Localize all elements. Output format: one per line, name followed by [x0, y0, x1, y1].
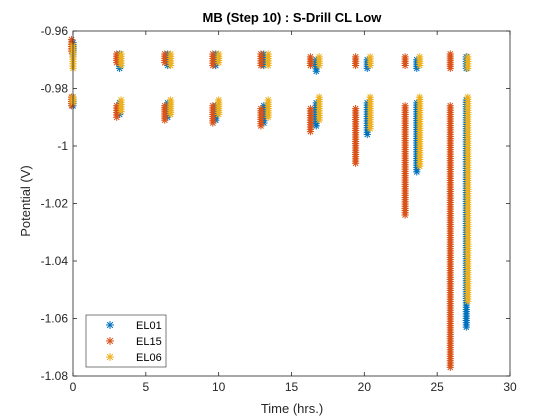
y-tick-label: -1.06	[41, 312, 69, 326]
y-tick-label: -1	[57, 139, 68, 153]
data-point	[306, 128, 315, 136]
legend-marker	[106, 353, 114, 361]
legend-entry: EL01	[136, 320, 162, 332]
data-point	[351, 61, 360, 70]
data-point	[117, 107, 125, 116]
legend-entry: EL15	[136, 336, 162, 348]
data-point	[264, 113, 272, 121]
data-point	[413, 168, 421, 176]
data-point	[312, 67, 320, 75]
legend-box	[85, 314, 167, 368]
data-point	[446, 64, 454, 72]
data-point	[166, 61, 175, 70]
legend-marker	[106, 321, 114, 329]
chart-title: MB (Step 10) : S-Drill CL Low	[203, 10, 383, 25]
x-tick-label: 5	[142, 380, 149, 394]
data-point	[416, 61, 424, 70]
data-point	[161, 116, 169, 124]
data-point	[257, 61, 265, 70]
data-point	[257, 122, 265, 130]
data-point	[306, 61, 315, 70]
data-point	[363, 130, 371, 139]
x-tick-label: 30	[503, 380, 517, 394]
data-point	[366, 61, 374, 70]
axes: 0 5 10 15 20 25 30 -1.08 -1.06 -1.04 -1.02 -1 -0.98 -…	[41, 24, 517, 394]
x-axis-label: Time (hrs.)	[261, 401, 323, 416]
y-tick-label: -1.04	[41, 254, 69, 268]
x-tick-label: 25	[430, 380, 444, 394]
data-point	[117, 61, 125, 70]
x-tick-label: 20	[358, 380, 372, 394]
legend: EL01 EL15 EL06	[85, 314, 167, 368]
data-point	[113, 113, 121, 121]
data-point	[209, 61, 217, 70]
data-point	[215, 59, 223, 67]
data-point	[401, 211, 409, 219]
y-tick-label: -0.96	[41, 24, 69, 38]
data-point	[315, 116, 323, 124]
data-point	[161, 59, 169, 67]
data-point	[464, 64, 472, 72]
data-point	[446, 363, 454, 371]
data-point	[366, 125, 374, 133]
y-tick-label: -1.02	[41, 197, 69, 211]
scatter-marks	[67, 36, 472, 371]
data-point	[462, 323, 470, 331]
data-point	[351, 159, 360, 167]
y-tick-label: -1.08	[41, 369, 69, 383]
series-el06	[69, 41, 472, 305]
y-tick-label: -0.98	[41, 82, 69, 96]
data-point	[209, 119, 217, 127]
data-point	[401, 61, 409, 70]
data-point	[166, 110, 175, 118]
data-point	[264, 61, 272, 70]
x-tick-label: 0	[70, 380, 77, 394]
data-point	[464, 297, 472, 305]
x-tick-label: 15	[285, 380, 299, 394]
data-point	[416, 162, 424, 170]
y-axis-label: Potential (V)	[18, 165, 33, 237]
series-el15	[67, 36, 454, 371]
data-point	[315, 61, 323, 70]
data-point	[363, 64, 371, 72]
data-point	[312, 122, 320, 130]
legend-marker	[106, 337, 114, 345]
legend-entry: EL06	[136, 352, 162, 364]
x-tick-label: 10	[212, 380, 226, 394]
data-point	[215, 110, 223, 118]
